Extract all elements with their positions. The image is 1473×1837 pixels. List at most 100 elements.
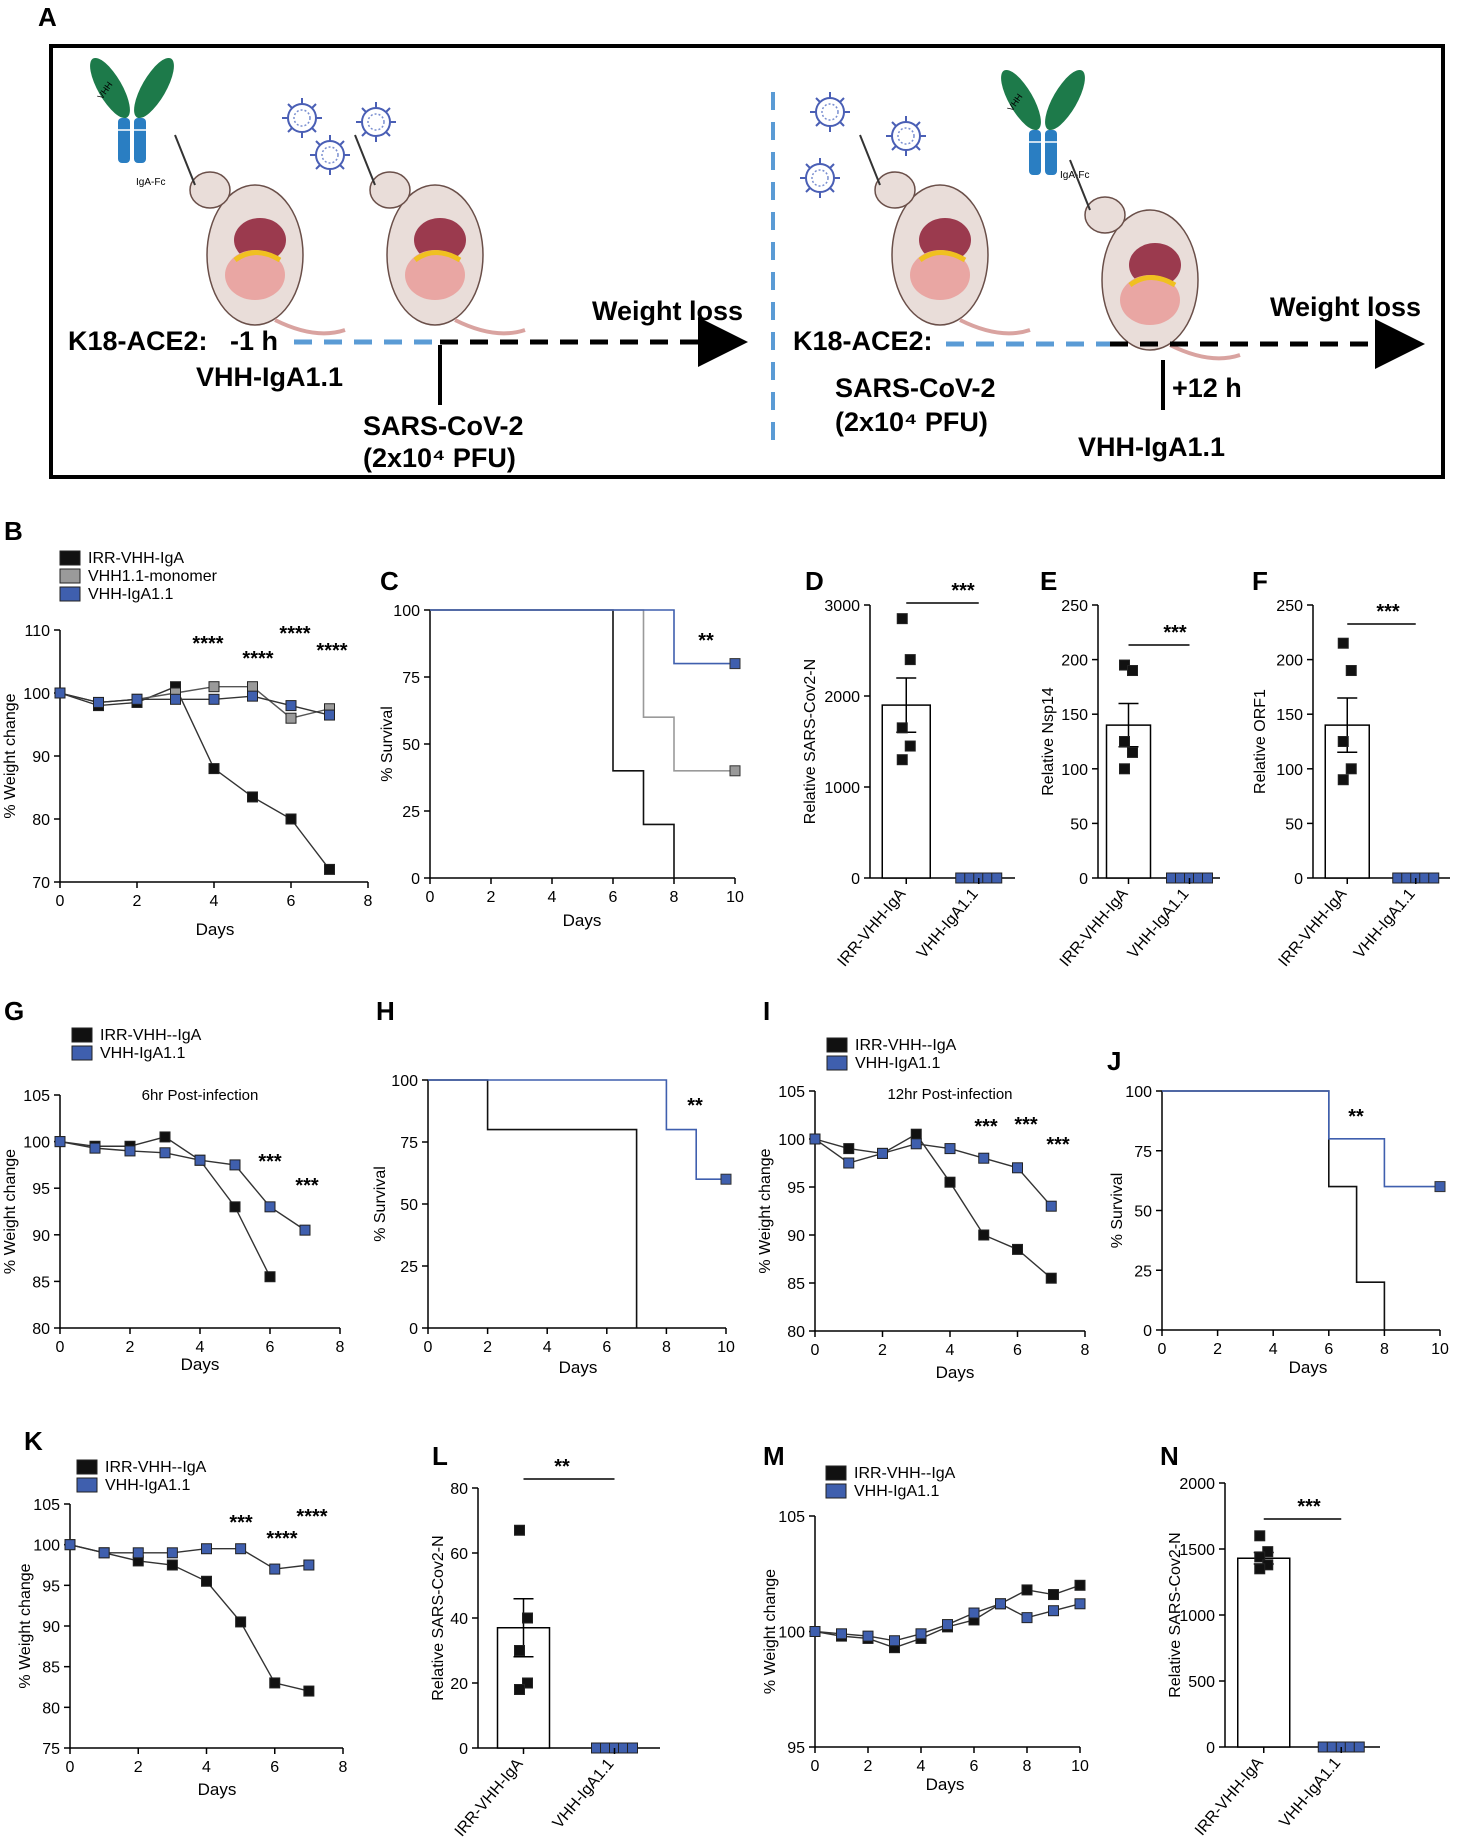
data-point — [247, 690, 258, 702]
significance-stars: *** — [951, 580, 975, 602]
panel-letter-j: J — [1107, 1046, 1121, 1076]
x-tick-label: 8 — [662, 1339, 671, 1356]
series-marker — [729, 658, 741, 670]
y-tick-label: 100 — [778, 1132, 805, 1149]
data-point — [1202, 872, 1213, 884]
data-point — [1119, 763, 1130, 775]
panel-letter-h: H — [376, 996, 395, 1026]
x-axis-label: Days — [181, 1355, 220, 1374]
significance-stars: *** — [974, 1116, 998, 1138]
y-tick-label: 95 — [32, 1181, 50, 1198]
data-point — [166, 1547, 178, 1559]
data-point — [131, 693, 143, 705]
x-tick-label: IRR-VHH-IgA — [835, 885, 910, 970]
legend-label: IRR-VHH--IgA — [105, 1459, 207, 1476]
y-tick-label: 200 — [1061, 653, 1088, 670]
virus-icon — [355, 101, 397, 143]
data-point — [1048, 1605, 1059, 1617]
data-point — [910, 1138, 922, 1150]
virus-icon — [309, 134, 351, 176]
data-point — [942, 1619, 953, 1631]
chart-b: 70 80 90 100 110 % Weight change 0 2 4 6 8 Days IRR-… — [2, 550, 373, 939]
data-point — [303, 1559, 315, 1571]
y-tick-label: 75 — [400, 1135, 418, 1152]
y-tick-label: 100 — [393, 603, 420, 620]
y-tick-label: 40 — [450, 1611, 468, 1628]
data-point — [247, 791, 258, 803]
x-tick-label: 2 — [133, 893, 142, 910]
survival-line — [428, 1079, 638, 1328]
x-axis-label: Days — [926, 1775, 965, 1794]
y-tick-label: 80 — [787, 1324, 805, 1341]
x-tick-label: VHH-IgA1.1 — [914, 886, 982, 962]
data-point — [862, 1630, 874, 1642]
data-point — [514, 1524, 525, 1536]
data-point — [1045, 1272, 1057, 1284]
y-tick-label: 1000 — [824, 780, 860, 797]
strain-label-left: K18-ACE2: — [68, 326, 208, 356]
y-axis-label: % Weight change — [17, 1563, 34, 1688]
antibody-icon — [992, 63, 1094, 176]
data-point — [627, 1742, 638, 1754]
x-tick-label: 8 — [1380, 1341, 1389, 1358]
data-point — [896, 754, 908, 766]
panel-letter-f: F — [1252, 566, 1268, 596]
chart-k: 75 80 85 90 95 100 105 % Weight change 0 2 4 6 8 Days… — [17, 1459, 348, 1799]
data-point — [1021, 1584, 1033, 1596]
data-point — [896, 613, 908, 625]
data-point — [201, 1575, 212, 1587]
data-point — [889, 1635, 900, 1647]
y-tick-label: 80 — [32, 812, 50, 829]
y-tick-label: 85 — [42, 1660, 60, 1677]
series-line — [814, 1133, 1052, 1279]
significance-stars: **** — [266, 1528, 297, 1550]
x-tick-label: 6 — [1324, 1341, 1333, 1358]
panel-letter-k: K — [24, 1426, 43, 1456]
chart-m: 95 100 105 % Weight change 0 2 4 6 8 10 Days IRR-VH… — [762, 1465, 1089, 1794]
data-point — [1345, 665, 1357, 677]
data-point — [896, 722, 908, 734]
weight-loss-label-left: Weight loss — [592, 296, 743, 326]
data-point — [208, 763, 220, 775]
y-tick-label: 95 — [42, 1578, 60, 1595]
y-tick-label: 105 — [778, 1084, 805, 1101]
x-tick-label: 2 — [1213, 1341, 1222, 1358]
data-point — [285, 813, 297, 825]
panel-letter-e: E — [1040, 566, 1057, 596]
x-tick-label: VHH-IgA1.1 — [1276, 1755, 1344, 1831]
data-point — [89, 1142, 101, 1154]
y-tick-label: 75 — [1134, 1144, 1152, 1161]
x-tick-label: 6 — [602, 1339, 611, 1356]
data-point — [247, 681, 258, 693]
significance-stars: *** — [1046, 1134, 1070, 1156]
y-tick-label: 85 — [787, 1276, 805, 1293]
legend-label: VHH1.1-monomer — [88, 568, 218, 585]
y-tick-label: 150 — [1061, 707, 1088, 724]
x-tick-label: 0 — [811, 1342, 820, 1359]
y-axis-label: Relative SARS-Cov2-N — [430, 1535, 447, 1700]
x-tick-label: 8 — [336, 1339, 345, 1356]
y-tick-label: 110 — [24, 623, 50, 640]
data-point — [285, 712, 297, 724]
y-tick-label: 100 — [1125, 1084, 1152, 1101]
x-tick-label: IRR-VHH-IgA — [1057, 885, 1132, 970]
significance-stars: *** — [258, 1151, 282, 1173]
legend-label: VHH-IgA1.1 — [105, 1477, 190, 1494]
x-tick-label: 4 — [543, 1339, 552, 1356]
y-tick-label: 105 — [778, 1509, 805, 1526]
panel-letter-g: G — [4, 996, 24, 1026]
data-point — [93, 696, 104, 708]
x-tick-label: 4 — [548, 889, 557, 906]
x-tick-label: VHH-IgA1.1 — [550, 1756, 618, 1832]
bar — [1237, 1557, 1291, 1748]
chart-g: 80 85 90 95 100 105 % Weight change 0 2 4 6 8 Days IR… — [2, 1027, 345, 1374]
data-point — [877, 1147, 888, 1159]
x-tick-label: 10 — [726, 889, 744, 906]
y-axis-label: Relative ORF1 — [1252, 689, 1269, 794]
y-tick-label: 90 — [32, 1228, 50, 1245]
virus-icon — [885, 115, 927, 157]
x-tick-label: 6 — [287, 893, 296, 910]
x-tick-label: 10 — [1431, 1341, 1449, 1358]
y-tick-label: 105 — [33, 1497, 60, 1514]
y-tick-label: 100 — [33, 1538, 60, 1555]
